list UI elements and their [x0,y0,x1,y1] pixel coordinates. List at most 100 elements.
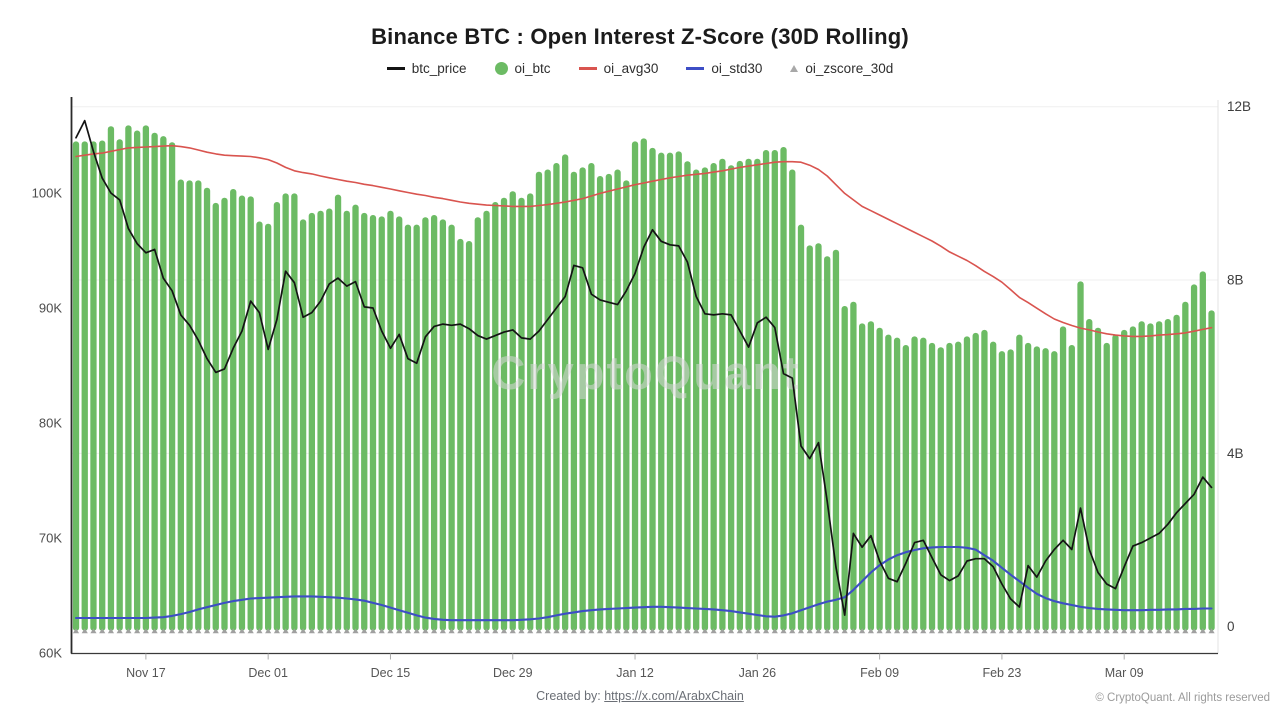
x-axis-label: Dec 15 [371,666,411,680]
oi-zscore-triangle [885,628,892,634]
oi-zscore-triangle [160,628,167,634]
oi-zscore-triangle [693,628,700,634]
x-axis-label: Dec 01 [248,666,288,680]
oi-btc-bar [824,256,831,631]
oi-btc-bar [404,224,412,631]
x-axis-label: Feb 09 [860,666,899,680]
legend-label: oi_zscore_30d [805,61,894,76]
oi_avg30-legend-marker-icon [578,67,597,70]
oi-zscore-triangle [841,628,848,634]
oi-zscore-triangle [911,628,918,634]
oi-zscore-triangle [326,628,333,634]
oi-btc-bar [1138,321,1145,631]
oi-btc-bar [1190,284,1198,631]
oi-btc-bar [789,169,796,631]
oi-zscore-triangle [850,628,857,634]
oi-zscore-triangle [474,628,481,634]
oi-zscore-triangle [343,628,350,634]
chart-title: Binance BTC : Open Interest Z-Score (30D… [371,24,909,49]
legend-item-btc_price[interactable]: btc_price [386,61,467,76]
oi-btc-bar [579,167,586,631]
oi-btc-bar [754,158,761,631]
oi-zscore-triangle [186,628,193,634]
y-axis-right-label: 12B [1227,99,1251,114]
oi-btc-bar [911,336,918,631]
oi-zscore-triangle [1129,628,1137,634]
y-axis-right-label: 0 [1227,619,1235,634]
oi-btc-bar [378,216,385,631]
oi-btc-bar [1182,301,1189,631]
oi-btc-bar [1016,334,1023,631]
oi-zscore-triangle [797,628,805,634]
oi-zscore-triangle [1156,628,1163,634]
oi-zscore-triangle [806,628,813,634]
oi_btc-legend-marker-icon [494,62,508,75]
oi-zscore-triangle [623,628,630,634]
legend-item-oi_zscore_30d[interactable]: oi_zscore_30d [790,61,893,76]
oi-btc-bar [736,160,744,631]
oi-btc-bar [1208,310,1215,631]
oi-btc-bar [282,193,289,631]
oi-btc-bar [832,249,840,631]
oi-zscore-triangle [107,628,115,634]
oi-zscore-triangle [1173,628,1180,634]
oi-btc-bar [369,215,377,631]
oi-zscore-triangle [1199,628,1206,634]
legend-item-oi_avg30[interactable]: oi_avg30 [578,61,658,76]
oi-btc-bar [457,238,464,631]
copyright-text: © CryptoQuant. All rights reserved [1095,692,1270,704]
oi-zscore-triangle [1164,628,1171,634]
oi-btc-bar [430,215,438,631]
oi-btc-bar [326,208,333,631]
oi-zscore-triangle [317,628,324,634]
oi-zscore-triangle [963,628,971,634]
oi-btc-bar [928,342,936,631]
oi-zscore-triangle [876,628,883,634]
oi-btc-bar [500,197,508,631]
oi-btc-bar [1033,346,1040,631]
oi-btc-bar [937,347,944,631]
oi-btc-bar [238,195,246,631]
oi-zscore-triangle [369,628,377,634]
legend-item-oi_std30[interactable]: oi_std30 [686,61,762,76]
oi-btc-bar [693,169,700,631]
y-axis-left-label: 70K [39,531,62,546]
oi-btc-bar [448,224,455,631]
oi-zscore-triangle [1103,628,1110,634]
oi-btc-bar [308,212,315,631]
oi-btc-bar [273,202,281,631]
oi-zscore-triangle [684,628,691,634]
oi-zscore-triangle [422,628,429,634]
oi-zscore-triangle [1094,628,1102,634]
oi-btc-bar [544,169,551,631]
oi-zscore-triangle [1121,628,1128,634]
oi-zscore-triangle [265,628,272,634]
oi-btc-bar [675,151,682,631]
oi-zscore-triangle [701,628,709,634]
oi-zscore-triangle [920,628,927,634]
oi-btc-bar [1024,342,1032,631]
oi-btc-bar [107,126,115,631]
oi-btc-bar [623,180,630,631]
legend-item-oi_btc[interactable]: oi_btc [494,61,551,76]
credit-link[interactable]: https://x.com/ArabxChain [604,689,744,703]
oi-btc-bar [588,163,595,631]
oi-btc-bar [116,139,123,631]
oi-zscore-triangle [649,628,656,634]
oi-btc-bar [640,138,647,631]
oi_std30-legend-marker-icon [686,67,705,70]
oi-zscore-triangle [710,628,717,634]
oi-btc-bar [177,179,184,631]
oi-zscore-triangle [972,628,979,634]
oi-zscore-triangle [640,628,647,634]
oi-btc-bar [867,321,875,631]
oi-zscore-triangle [134,628,141,634]
oi-zscore-triangle [928,628,936,634]
oi-zscore-triangle [300,628,307,634]
oi-btc-bar [701,167,709,631]
x-axis-label: Nov 17 [126,666,166,680]
oi-btc-bar [658,152,665,631]
oi-zscore-triangle [832,628,840,634]
x-axis-label: Jan 26 [739,666,777,680]
